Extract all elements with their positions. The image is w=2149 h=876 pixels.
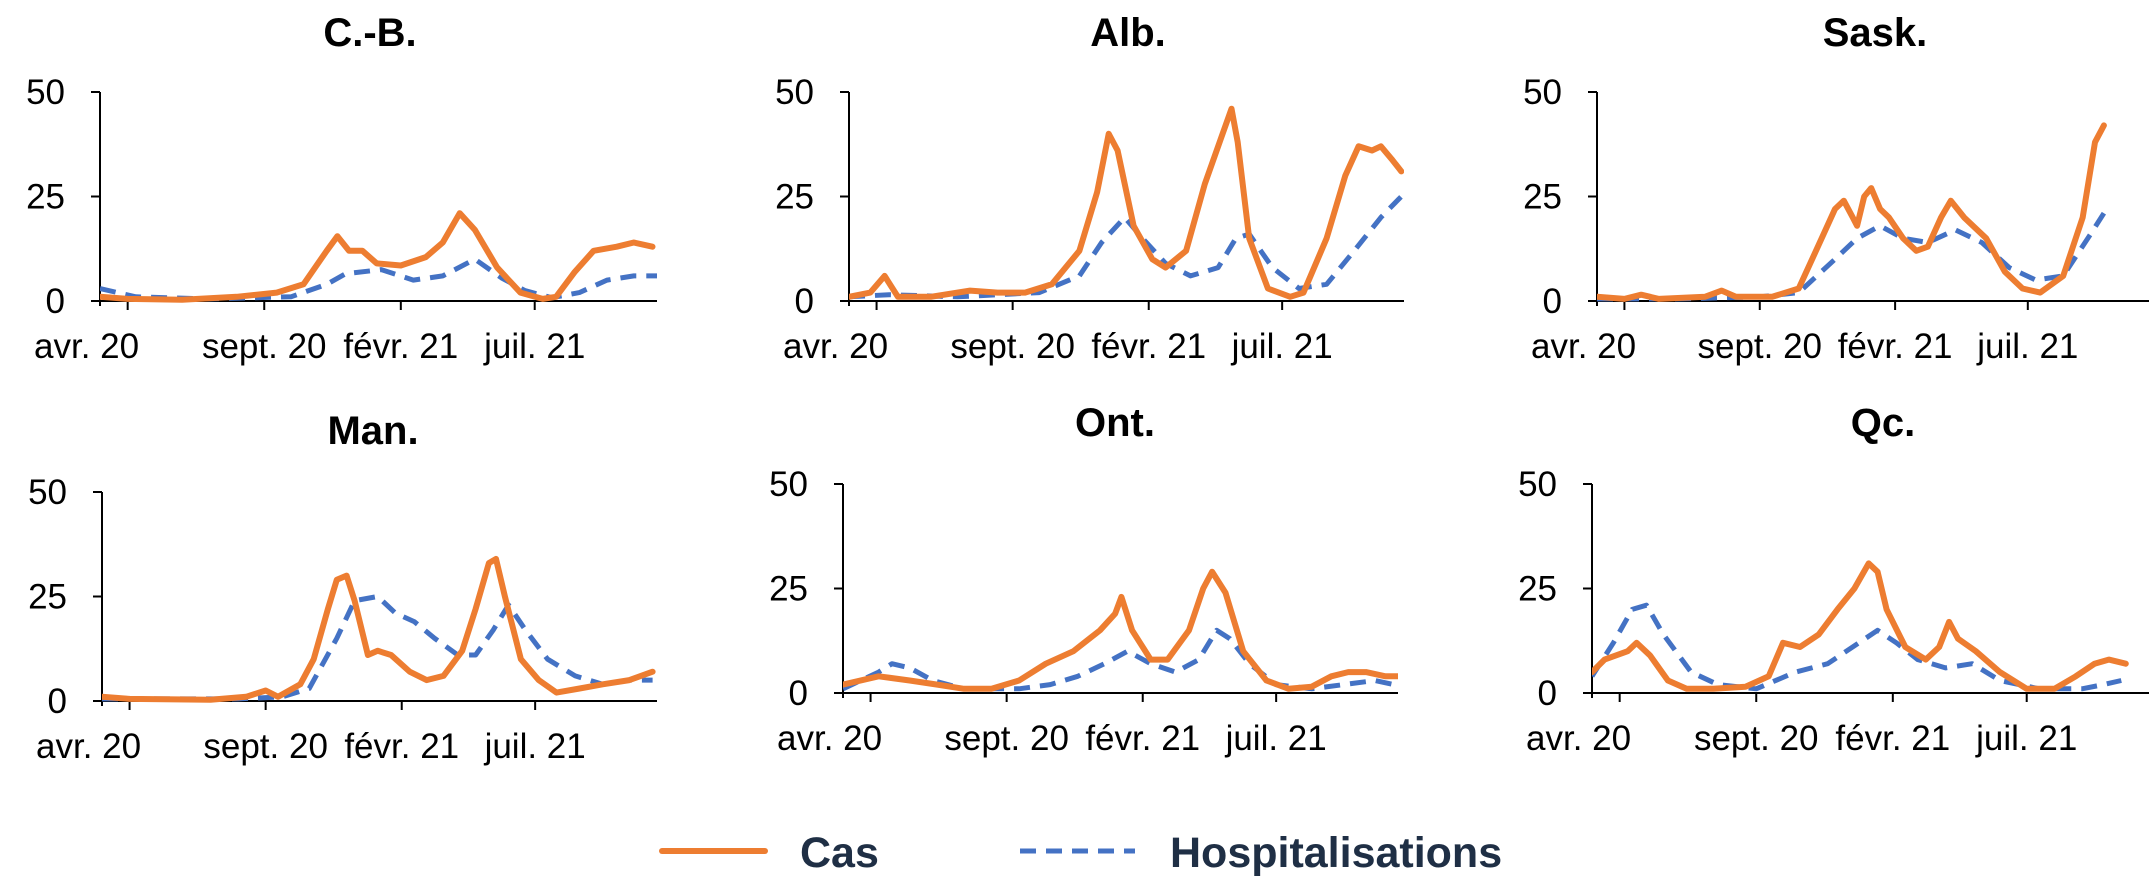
y-tick-label: 25 [1518,570,1557,609]
x-tick-label: juil. 21 [1976,327,2078,366]
y-tick-label: 0 [48,682,67,721]
x-tick-label: févr. 21 [1085,719,1200,758]
y-tick-label: 50 [26,73,65,112]
series-line-cas [1592,560,2129,692]
x-tick-label: avr. 20 [777,719,882,758]
panel-title: Man. [327,409,418,453]
series-line-cas [100,210,656,303]
series-line-cas [102,555,656,703]
x-tick-label: juil. 21 [484,727,586,766]
panel-title: Ont. [1075,401,1155,445]
y-tick-label: 25 [26,178,65,217]
x-tick-label: juil. 21 [483,327,585,366]
legend-label-cas: Cas [800,829,879,876]
series-line-hospitalisations [849,194,1404,300]
panel-man: Man. 0 25 50 avr. 20 sept. 20 févr. 21 juil. 21 [28,409,657,766]
small-multiples: C.-B. 0 25 50 avr. 20 sept. 20 févr. 21 juil. 2… [26,11,2149,766]
panel-title: Sask. [1823,11,1928,55]
y-tick-label: 0 [789,674,808,713]
panel-title: Alb. [1090,11,1166,55]
panel-alb: Alb. 0 25 50 avr. 20 sept. 20 févr. 21 juil. 21 [775,11,1404,366]
legend: Cas Hospitalisations [659,829,1502,876]
x-tick-label: févr. 21 [1835,719,1950,758]
x-tick-label: sept. 20 [944,719,1069,758]
x-tick-label: sept. 20 [950,327,1075,366]
x-tick-label: sept. 20 [1697,327,1822,366]
y-tick-label: 50 [1518,465,1557,504]
x-tick-label: févr. 21 [344,727,459,766]
series-line-hospitalisations [1592,602,2122,692]
y-tick-label: 50 [775,73,814,112]
x-tick-label: sept. 20 [202,327,327,366]
x-tick-label: févr. 21 [1091,327,1206,366]
panel-sask: Sask. 0 25 50 avr. 20 sept. 20 févr. 21 juil. 2… [1523,11,2149,366]
x-tick-label: avr. 20 [34,327,139,366]
y-tick-label: 50 [1523,73,1562,112]
series-line-cas [843,568,1398,692]
series-line-hospitalisations [1597,211,2107,302]
x-tick-label: févr. 21 [1838,327,1953,366]
x-tick-label: avr. 20 [783,327,888,366]
y-tick-label: 25 [769,570,808,609]
series-line-hospitalisations [102,594,653,702]
y-tick-label: 25 [28,578,67,617]
x-tick-label: juil. 21 [1975,719,2077,758]
y-tick-label: 0 [795,282,814,321]
x-tick-label: févr. 21 [343,327,458,366]
x-tick-label: avr. 20 [1531,327,1636,366]
x-tick-label: juil. 21 [1231,327,1333,366]
y-tick-label: 0 [46,282,65,321]
series-line-cas [849,105,1404,300]
panel-cb: C.-B. 0 25 50 avr. 20 sept. 20 févr. 21 juil. 2… [26,11,657,366]
y-tick-label: 0 [1538,674,1557,713]
x-tick-label: sept. 20 [203,727,328,766]
y-tick-label: 25 [1523,178,1562,217]
y-tick-label: 25 [775,178,814,217]
series-line-hospitalisations [100,256,657,302]
panel-qc: Qc. 0 25 50 avr. 20 sept. 20 févr. 21 juil. 21 [1518,401,2149,758]
series-line-hospitalisations [843,627,1395,692]
y-tick-label: 0 [1543,282,1562,321]
x-tick-label: sept. 20 [1694,719,1819,758]
x-tick-label: juil. 21 [1225,719,1327,758]
x-tick-label: avr. 20 [1526,719,1631,758]
x-tick-label: avr. 20 [36,727,141,766]
y-tick-label: 50 [28,473,67,512]
series-line-cas [1597,122,2107,302]
legend-label-hospitalisations: Hospitalisations [1170,829,1502,876]
panel-title: Qc. [1851,401,1915,445]
panel-ont: Ont. 0 25 50 avr. 20 sept. 20 févr. 21 juil. 21 [769,401,1398,758]
panel-title: C.-B. [323,11,416,55]
y-tick-label: 50 [769,465,808,504]
